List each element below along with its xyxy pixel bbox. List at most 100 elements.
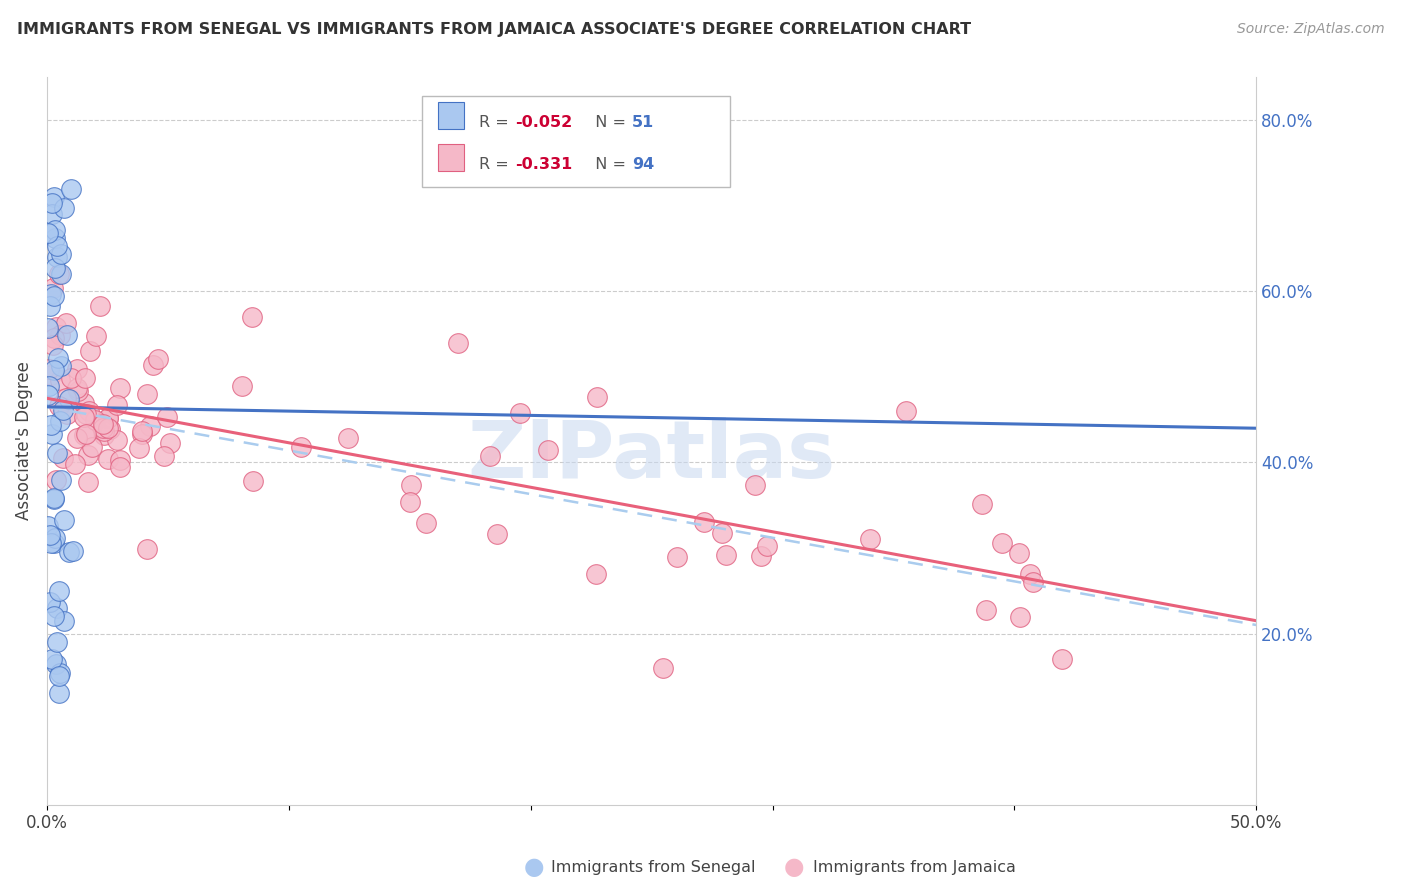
Point	[1008, 546, 1031, 560]
Point	[39, 595, 62, 609]
Point	[586, 390, 609, 404]
Point	[53, 614, 76, 628]
Point	[93, 428, 115, 442]
Point	[44, 532, 66, 546]
Point	[44, 260, 66, 275]
Point	[159, 436, 181, 450]
Point	[537, 442, 560, 457]
Point	[991, 536, 1014, 550]
Point	[39, 287, 62, 301]
Point	[42, 363, 65, 377]
Text: Immigrants from Jamaica: Immigrants from Jamaica	[813, 860, 1015, 874]
Point	[49, 666, 72, 681]
Point	[894, 404, 917, 418]
Point	[73, 410, 96, 425]
Point	[744, 478, 766, 492]
Point	[58, 545, 80, 559]
Point	[38, 362, 60, 376]
Point	[37, 226, 59, 240]
Point	[49, 247, 72, 261]
Point	[63, 457, 86, 471]
Point	[859, 532, 882, 546]
Point	[42, 491, 65, 505]
Text: Immigrants from Senegal: Immigrants from Senegal	[551, 860, 755, 874]
Point	[80, 441, 103, 455]
Point	[77, 448, 100, 462]
Point	[53, 513, 76, 527]
Point	[415, 516, 437, 531]
Point	[665, 550, 688, 565]
Point	[39, 536, 62, 550]
Point	[48, 267, 70, 281]
Text: N =: N =	[585, 115, 631, 130]
Point	[509, 406, 531, 420]
Text: 51: 51	[633, 115, 655, 130]
Point	[1052, 652, 1074, 666]
Point	[41, 207, 63, 221]
Text: ●: ●	[785, 855, 804, 879]
Point	[479, 449, 502, 463]
Point	[62, 544, 84, 558]
Point	[714, 548, 737, 562]
Point	[97, 411, 120, 425]
Point	[45, 601, 67, 615]
Point	[44, 609, 66, 624]
Point	[105, 398, 128, 412]
Point	[447, 335, 470, 350]
Point	[97, 411, 120, 425]
Point	[48, 686, 70, 700]
Point	[46, 239, 69, 253]
Point	[1008, 610, 1031, 624]
Point	[73, 396, 96, 410]
Point	[337, 431, 360, 445]
Point	[48, 669, 70, 683]
Point	[51, 267, 73, 281]
Point	[970, 497, 993, 511]
Point	[42, 338, 65, 352]
Point	[79, 344, 101, 359]
Point	[751, 549, 773, 563]
Point	[242, 310, 264, 324]
Point	[79, 404, 101, 418]
Point	[49, 414, 72, 428]
Point	[66, 362, 89, 376]
Point	[51, 451, 73, 466]
Text: R =: R =	[478, 157, 513, 172]
Point	[39, 299, 62, 313]
Point	[60, 182, 83, 196]
Point	[45, 250, 67, 264]
Point	[97, 452, 120, 467]
Point	[77, 475, 100, 490]
Point	[75, 427, 97, 442]
Point	[60, 371, 83, 385]
Point	[38, 528, 60, 542]
Point	[153, 449, 176, 463]
Point	[48, 583, 70, 598]
FancyBboxPatch shape	[437, 144, 464, 170]
Point	[651, 661, 673, 675]
Point	[38, 379, 60, 393]
Text: Source: ZipAtlas.com: Source: ZipAtlas.com	[1237, 22, 1385, 37]
Point	[128, 442, 150, 456]
Text: ●: ●	[524, 855, 544, 879]
Point	[45, 473, 67, 487]
Point	[108, 460, 131, 475]
Point	[48, 399, 70, 413]
Point	[39, 368, 62, 382]
Point	[399, 495, 422, 509]
Point	[56, 327, 79, 342]
Point	[290, 440, 312, 454]
Point	[41, 427, 63, 442]
Point	[49, 359, 72, 374]
Point	[39, 418, 62, 433]
Point	[37, 388, 59, 402]
Point	[585, 567, 607, 582]
Point	[42, 331, 65, 345]
Point	[91, 421, 114, 435]
Point	[131, 424, 153, 438]
Text: 94: 94	[633, 157, 655, 172]
Point	[136, 387, 159, 401]
Point	[231, 379, 253, 393]
Point	[93, 417, 115, 431]
Point	[41, 652, 63, 666]
